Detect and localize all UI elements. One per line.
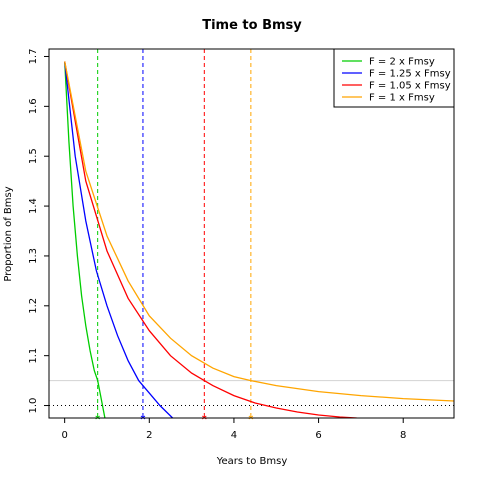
x-tick-label-0: 0 [61,430,67,441]
vertical-marker-lines [97,49,252,418]
legend-item: F = 1.05 x Fmsy [342,81,451,92]
series-line-0 [64,61,106,418]
y-tick-label-3: 1.3 [28,248,39,264]
y-axis-label: Proportion of Bmsy [3,186,14,281]
plot-frame [48,48,455,419]
x-axis-label: Years to Bmsy [216,456,288,467]
series-line-2 [64,61,357,418]
x-tick-label-4: 8 [400,430,406,441]
y-tick-label-6: 1.6 [28,98,39,114]
x-tick-label-2: 4 [231,430,237,441]
y-tick-label-2: 1.2 [28,298,39,314]
x-tick-label-3: 6 [315,430,321,441]
legend-item: F = 1 x Fmsy [342,93,435,104]
y-axis: 1.0 1.1 1.2 1.3 1.4 1.5 1.6 1.7 [28,49,49,414]
y-tick-label-7: 1.7 [28,49,39,65]
y-tick-label-4: 1.4 [28,198,39,214]
series-lines [64,61,454,418]
legend-label: F = 1.05 x Fmsy [369,81,451,92]
legend-label: F = 1.25 x Fmsy [369,69,451,80]
legend-label: F = 1 x Fmsy [369,93,435,104]
series-line-3 [64,61,454,402]
chart-title: Time to Bmsy [202,18,302,33]
legend-item: F = 1.25 x Fmsy [342,69,451,80]
legend-item: F = 2 x Fmsy [342,57,435,68]
y-tick-label-5: 1.5 [28,148,39,164]
x-tick-label-1: 2 [146,430,152,441]
y-tick-label-0: 1.0 [28,398,39,414]
series-line-1 [64,61,174,418]
y-tick-label-1: 1.1 [28,348,39,364]
legend-label: F = 2 x Fmsy [369,57,435,68]
x-axis: 0 2 4 6 8 [61,418,406,441]
